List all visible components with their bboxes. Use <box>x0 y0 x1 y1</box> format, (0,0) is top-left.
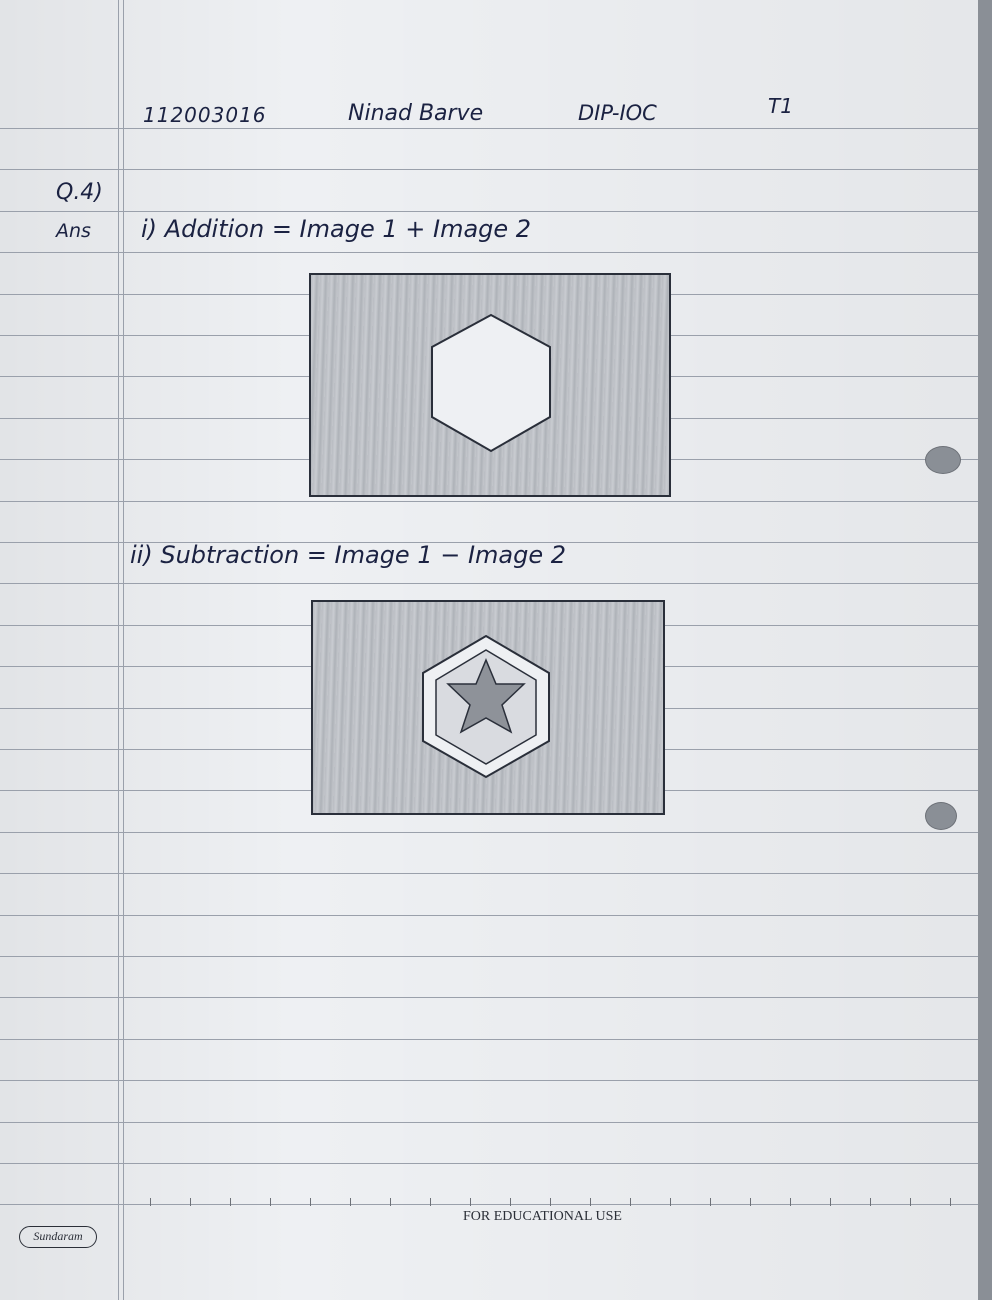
brand-name: Sundaram <box>33 1229 83 1243</box>
ruled-line <box>0 1204 978 1205</box>
hexagon-shape <box>431 313 551 453</box>
ruled-line <box>0 873 978 874</box>
ruled-line <box>0 1163 978 1164</box>
tick-mark <box>710 1198 711 1206</box>
addition-drawing <box>431 313 551 453</box>
tick-mark <box>350 1198 351 1206</box>
subtraction-heading: ii) Subtraction = Image 1 − Image 2 <box>130 541 567 569</box>
ruled-line <box>0 542 978 543</box>
term-label: T1 <box>768 94 793 118</box>
star-shape <box>446 658 526 734</box>
student-name: Ninad Barve <box>348 101 484 126</box>
footer-tick-marks <box>150 1198 970 1210</box>
subject-code: DIP-IOC <box>578 101 657 125</box>
ruled-line <box>0 956 978 957</box>
margin-line-right <box>123 0 124 1300</box>
tick-mark <box>870 1198 871 1206</box>
tick-mark <box>470 1198 471 1206</box>
ruled-line <box>0 169 978 170</box>
ruled-line <box>0 501 978 502</box>
tick-mark <box>550 1198 551 1206</box>
subtraction-figure <box>311 600 665 815</box>
tick-mark <box>230 1198 231 1206</box>
tick-mark <box>910 1198 911 1206</box>
subtraction-drawing <box>422 634 550 779</box>
addition-figure <box>309 273 671 497</box>
ruled-line <box>0 128 978 129</box>
tick-mark <box>670 1198 671 1206</box>
ruled-line <box>0 1039 978 1040</box>
punch-hole-bottom <box>925 802 957 830</box>
tick-mark <box>510 1198 511 1206</box>
tick-mark <box>830 1198 831 1206</box>
tick-mark <box>630 1198 631 1206</box>
tick-mark <box>590 1198 591 1206</box>
ruled-line <box>0 583 978 584</box>
tick-mark <box>190 1198 191 1206</box>
question-number: Q.4) <box>56 180 103 205</box>
ruled-line <box>0 915 978 916</box>
tick-mark <box>790 1198 791 1206</box>
ruled-line <box>0 1080 978 1081</box>
answer-label: Ans <box>56 220 91 242</box>
punch-hole-top <box>925 446 961 474</box>
brand-logo: Sundaram <box>19 1226 97 1248</box>
tick-mark <box>310 1198 311 1206</box>
tick-mark <box>150 1198 151 1206</box>
footer-text: FOR EDUCATIONAL USE <box>463 1209 622 1224</box>
tick-mark <box>430 1198 431 1206</box>
ruled-line <box>0 832 978 833</box>
ruled-line <box>0 1122 978 1123</box>
ruled-line <box>0 997 978 998</box>
tick-mark <box>270 1198 271 1206</box>
addition-heading: i) Addition = Image 1 + Image 2 <box>141 215 532 243</box>
tick-mark <box>750 1198 751 1206</box>
margin-line-left <box>118 0 119 1300</box>
ruled-line <box>0 252 978 253</box>
tick-mark <box>390 1198 391 1206</box>
tick-mark <box>950 1198 951 1206</box>
roll-number: 112003016 <box>143 103 267 127</box>
ruled-line <box>0 211 978 212</box>
